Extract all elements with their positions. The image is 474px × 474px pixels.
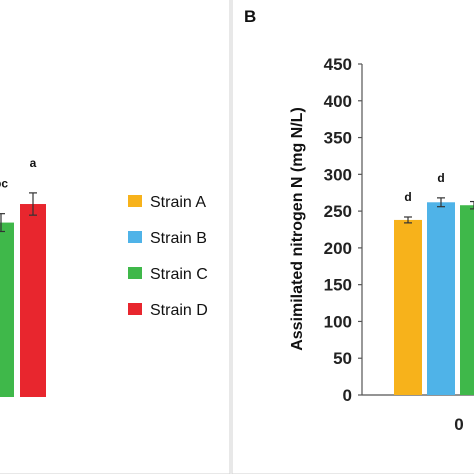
legend-label: Strain B	[150, 230, 207, 247]
legend-label: Strain A	[150, 194, 206, 211]
significance-letter: d	[404, 190, 411, 204]
y-tick-label: 450	[324, 55, 352, 74]
y-tick-label: 200	[324, 239, 352, 258]
legend-label: Strain C	[150, 266, 208, 283]
legend-swatch	[128, 195, 142, 207]
legend-swatch	[128, 303, 142, 315]
x-category-label: 0	[454, 415, 463, 434]
bar-strain-c	[460, 205, 474, 395]
y-axis-label: Assimilated nitrogen N (mg N/L)	[289, 107, 306, 351]
bar-strain-a	[394, 219, 422, 395]
panel-b-border	[231, 0, 474, 474]
y-tick-label: 300	[324, 165, 352, 184]
legend-swatch	[128, 231, 142, 243]
significance-letter: d	[437, 171, 444, 185]
panel-a-bar-strain-c	[0, 222, 14, 397]
panel-a-plot: bc a	[0, 156, 46, 397]
significance-letter: a	[30, 156, 37, 170]
legend: Strain A Strain B Strain C Strain D	[128, 194, 208, 319]
legend-swatch	[128, 267, 142, 279]
panel-b-label: B	[244, 7, 256, 26]
y-tick-label: 0	[343, 386, 352, 405]
y-tick-label: 50	[333, 349, 352, 368]
bar-strain-b	[427, 202, 455, 395]
panel-a-bar-strain-d	[20, 204, 46, 397]
legend-label: Strain D	[150, 302, 208, 319]
significance-letter: bc	[0, 177, 8, 191]
y-tick-label: 100	[324, 312, 352, 331]
y-tick-label: 150	[324, 276, 352, 295]
y-tick-label: 350	[324, 129, 352, 148]
panel-b-plot: 0 50 100 150 200 250 300 350 400 450 d d 0	[324, 55, 474, 434]
y-tick-label: 250	[324, 202, 352, 221]
panel-a-border	[0, 0, 231, 474]
y-tick-label: 400	[324, 92, 352, 111]
